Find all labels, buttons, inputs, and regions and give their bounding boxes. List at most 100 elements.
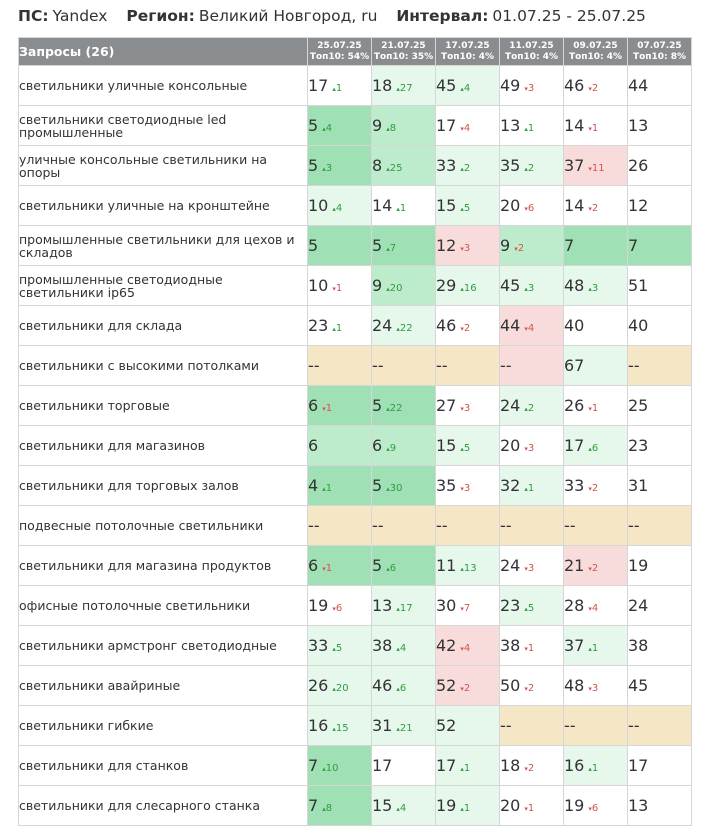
query-cell[interactable]: светильники уличные консольные [18,65,308,106]
arrow-up-icon: ▴ [460,85,464,93]
table-row: светильники армстронг светодиодные 33 ▴5 38… [18,625,692,666]
delta-value: 2 [517,243,525,254]
position-cell: -- [627,505,692,546]
position-value: 26 [628,156,649,175]
arrow-up-icon: ▴ [332,645,336,653]
position-value: 27 [436,396,457,415]
position-down-delta: ▾1 [588,123,598,134]
position-value: 23 [628,436,649,455]
delta-value: 3 [527,443,535,454]
position-cell: 7 ▴8 [307,785,372,826]
query-cell[interactable]: светильники уличные на кронштейне [18,185,308,226]
position-value: 24 [500,396,521,415]
delta-value: 4 [463,643,471,654]
arrow-up-icon: ▴ [396,325,400,333]
position-value: 19 [564,796,585,815]
date-column-header[interactable]: 09.07.25 Топ10: 4% [563,37,628,66]
position-value: 15 [436,196,457,215]
date-column-header[interactable]: 25.07.25 Топ10: 54% [307,37,372,66]
position-up-delta: ▴22 [386,403,402,414]
delta-value: 2 [591,483,599,494]
position-down-delta: ▾3 [460,403,470,414]
arrow-up-icon: ▴ [386,165,390,173]
delta-value: 6 [591,803,599,814]
arrow-up-icon: ▴ [322,805,326,813]
position-value: 48 [564,276,585,295]
position-cell: 5 ▴4 [307,105,372,146]
arrow-up-icon: ▴ [460,565,464,573]
delta-value: 2 [527,403,535,414]
query-cell[interactable]: светильники для торговых залов [18,465,308,506]
position-cell: -- [371,505,436,546]
delta-value: 27 [399,83,413,94]
query-cell[interactable]: светильники для магазина продуктов [18,545,308,586]
position-value: 14 [564,196,585,215]
position-value: -- [628,516,640,535]
query-cell[interactable]: светильники авайриные [18,665,308,706]
position-cell: 38 ▴4 [371,625,436,666]
query-cell[interactable]: светильники светодиодные led промышленны… [18,105,308,146]
position-cell: 20 ▾3 [499,425,564,466]
query-cell[interactable]: уличные консольные светильники на опоры [18,145,308,186]
position-value: 7 [564,236,575,255]
arrow-down-icon: ▾ [322,565,326,573]
position-value: 17 [308,76,329,95]
position-cell: 13 ▴1 [499,105,564,146]
position-cell: 26 ▴20 [307,665,372,706]
query-cell[interactable]: светильники для станков [18,745,308,786]
position-value: 40 [564,316,585,335]
table-row: промышленные светодиодные светильники ip… [18,265,692,306]
position-down-delta: ▾4 [460,123,470,134]
position-down-delta: ▾3 [460,483,470,494]
arrow-up-icon: ▴ [332,205,336,213]
delta-value: 2 [527,683,535,694]
position-up-delta: ▴5 [524,603,534,614]
query-cell[interactable]: светильники для слесарного станка [18,785,308,826]
position-cell: 13 [627,785,692,826]
query-cell[interactable]: офисные потолочные светильники [18,585,308,626]
position-cell: 9 ▴8 [371,105,436,146]
query-cell[interactable]: подвесные потолочные светильники [18,505,308,546]
position-cell: 15 ▴5 [435,185,500,226]
date-column-header[interactable]: 17.07.25 Топ10: 4% [435,37,500,66]
query-column-header[interactable]: Запросы (26) [18,37,308,66]
query-cell[interactable]: светильники с высокими потолками [18,345,308,386]
interval-label: Интервал: [396,7,489,25]
position-up-delta: ▴8 [386,123,396,134]
query-cell[interactable]: промышленные светильники для цехов и скл… [18,225,308,266]
table-row: уличные консольные светильники на опоры 5… [18,145,692,186]
date-column-header[interactable]: 21.07.25 Топ10: 35% [371,37,436,66]
position-down-delta: ▾2 [588,483,598,494]
position-up-delta: ▴1 [460,803,470,814]
delta-value: 2 [463,323,471,334]
query-cell[interactable]: светильники гибкие [18,705,308,746]
position-value: 28 [564,596,585,615]
query-cell[interactable]: светильники для склада [18,305,308,346]
position-value: -- [372,516,384,535]
position-cell: 31 ▴21 [371,705,436,746]
query-cell[interactable]: промышленные светодиодные светильники ip… [18,265,308,306]
query-cell[interactable]: светильники для магазинов [18,425,308,466]
position-value: -- [308,516,320,535]
query-cell[interactable]: светильники армстронг светодиодные [18,625,308,666]
position-value: 5 [372,556,383,575]
delta-value: 11 [591,163,605,174]
query-cell[interactable]: светильники торговые [18,385,308,426]
position-up-delta: ▴4 [396,643,406,654]
position-up-delta: ▴3 [322,163,332,174]
arrow-down-icon: ▾ [588,85,592,93]
region-label: Регион: [126,7,195,25]
position-down-delta: ▾2 [524,763,534,774]
position-value: 52 [436,716,457,735]
arrow-up-icon: ▴ [332,725,336,733]
table-row: промышленные светильники для цехов и скл… [18,225,692,266]
position-cell: 5 ▴7 [371,225,436,266]
position-down-delta: ▾2 [524,683,534,694]
position-cell: 20 ▾6 [499,185,564,226]
date-column-header[interactable]: 11.07.25 Топ10: 4% [499,37,564,66]
arrow-up-icon: ▴ [588,445,592,453]
ps-label: ПС: [18,7,49,25]
table-row: светильники для склада 23 ▴1 24 ▴22 46 ▾2 44 ▾4 4… [18,305,692,346]
date-column-header[interactable]: 07.07.25 Топ10: 8% [627,37,692,66]
position-cell: 24 ▴2 [499,385,564,426]
